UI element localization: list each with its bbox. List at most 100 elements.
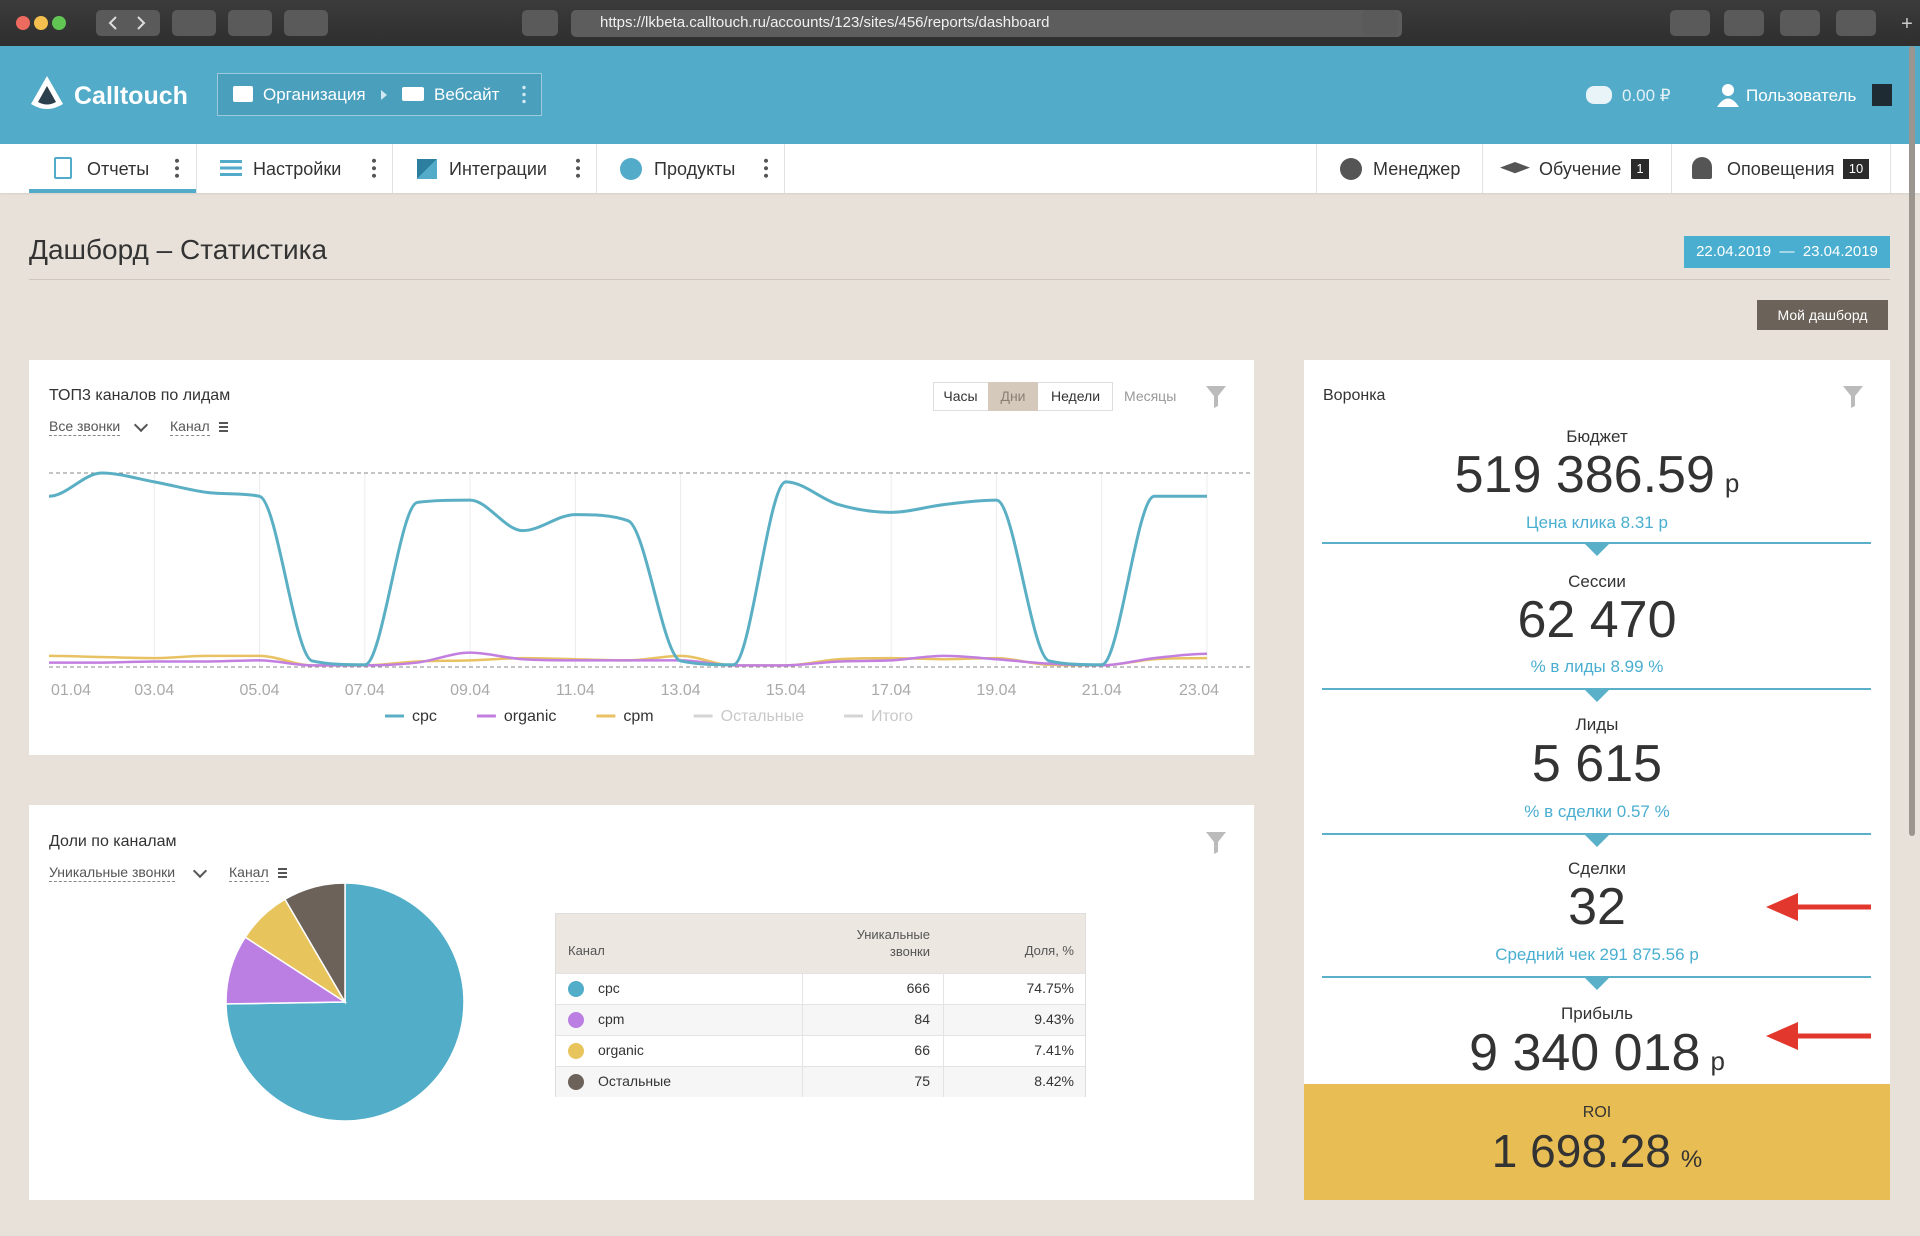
share-button[interactable]: [1780, 10, 1820, 36]
logout-button[interactable]: [1872, 84, 1892, 106]
breadcrumb-menu[interactable]: [522, 84, 526, 106]
org-icon: [233, 86, 253, 102]
funnel-pointer: [1585, 544, 1609, 556]
user-name[interactable]: Пользователь: [1746, 86, 1857, 105]
value: 32: [1568, 877, 1626, 936]
color-dot: [568, 981, 584, 997]
period-button[interactable]: Дни: [988, 382, 1038, 411]
user-icon: [1717, 84, 1739, 107]
logo-text[interactable]: Calltouch: [74, 82, 188, 110]
cloud-button[interactable]: [284, 10, 328, 36]
reports-icon: [54, 157, 72, 179]
period-button[interactable]: Месяцы: [1124, 388, 1177, 404]
sidebar-button[interactable]: [172, 10, 216, 36]
funnel-filter-icon[interactable]: [1843, 386, 1863, 408]
new-tab[interactable]: +: [1901, 13, 1913, 35]
table-header-cell: Доля, %: [1024, 943, 1074, 958]
metric-value: 9 340 018 р: [1304, 1022, 1890, 1097]
url-bar[interactable]: [571, 10, 1402, 37]
roi-label: ROI: [1582, 1104, 1612, 1121]
nav-menu[interactable]: [175, 157, 179, 179]
nav-item[interactable]: Оповещения: [1727, 159, 1835, 179]
balance[interactable]: 0.00 ₽: [1622, 86, 1671, 105]
browser-controls: +: [16, 10, 1913, 37]
nav-item[interactable]: Интеграции: [449, 159, 547, 179]
nav-item[interactable]: Менеджер: [1373, 159, 1461, 179]
tabs-button[interactable]: [1836, 10, 1876, 36]
funnel-filter-icon[interactable]: [1206, 832, 1226, 854]
education-icon: [1500, 162, 1530, 174]
annotation-arrows: [1766, 893, 1871, 1050]
table-row: [556, 1066, 1085, 1097]
cell-divider: [943, 1066, 944, 1097]
history-button[interactable]: [228, 10, 272, 36]
cell-divider: [802, 1004, 803, 1035]
filter[interactable]: Все звонки: [49, 418, 121, 436]
value: 519 386.59: [1454, 445, 1715, 504]
url-text: https://lkbeta.calltouch.ru/accounts/123…: [600, 14, 1050, 31]
reader-button[interactable]: [1362, 10, 1398, 36]
funnel-divider: [1322, 976, 1871, 978]
period-button[interactable]: Недели: [1050, 388, 1101, 404]
nav-item[interactable]: Отчеты: [87, 159, 150, 179]
page-title: Дашборд – Статистика: [29, 234, 328, 265]
nav-separator: [196, 144, 197, 193]
breadcrumb-org[interactable]: Организация: [263, 85, 366, 104]
privacy-button[interactable]: [522, 10, 558, 36]
nav-menu[interactable]: [764, 157, 768, 179]
metric-value: 1 698.28%: [1304, 1124, 1890, 1190]
funnel-filter-icon[interactable]: [1206, 386, 1226, 408]
metric-value: 5 615: [1304, 733, 1890, 808]
nav-item[interactable]: Обучение: [1539, 159, 1622, 179]
active-tab-underline: [29, 189, 196, 193]
nav-separator: [392, 144, 393, 193]
filter[interactable]: Канал: [170, 418, 210, 436]
funnel-pointer: [1585, 835, 1609, 847]
value: 5 615: [1531, 734, 1663, 793]
roi-box: [1304, 1084, 1890, 1200]
minimize-button[interactable]: [34, 16, 48, 30]
nav-separator: [1890, 144, 1891, 193]
period-button[interactable]: Часы: [943, 388, 978, 404]
metric-note: Цена клика 8.31 р: [1526, 513, 1668, 532]
info-button[interactable]: [1724, 10, 1764, 36]
filter[interactable]: Канал: [229, 864, 269, 882]
nav-bar: [0, 144, 1920, 193]
share-cell: 8.42%: [1034, 1073, 1074, 1089]
table-row: [556, 1004, 1085, 1035]
value: 1 698.28: [1491, 1125, 1671, 1178]
date-range[interactable]: 22.04.2019 — 23.04.2019: [1684, 236, 1890, 268]
share-cell: 7.41%: [1034, 1042, 1074, 1058]
badge: 1: [1631, 159, 1649, 179]
nav-item[interactable]: Продукты: [654, 159, 736, 179]
metric-value: 519 386.59 р: [1304, 444, 1890, 519]
back-forward[interactable]: [96, 10, 160, 36]
line-chart-panel: [29, 360, 1254, 755]
nav-separator: [1671, 144, 1672, 193]
cell-divider: [802, 973, 803, 1004]
table-row: [556, 1035, 1085, 1066]
channel-name: cpc: [598, 980, 620, 996]
bell-icon: [1692, 157, 1712, 179]
nav-menu[interactable]: [372, 157, 376, 179]
download-button[interactable]: [1670, 10, 1710, 36]
funnel-divider: [1322, 688, 1871, 690]
nav-item[interactable]: Настройки: [253, 159, 342, 179]
close-button[interactable]: [16, 16, 30, 30]
my-dashboard-button[interactable]: Мой дашборд: [1757, 300, 1888, 330]
scrollbar[interactable]: [1909, 46, 1915, 836]
count-cell: 84: [914, 1011, 930, 1027]
metric-label: Прибыль: [1561, 1004, 1633, 1023]
settings-icon: [220, 160, 242, 176]
color-dot: [568, 1012, 584, 1028]
zoom-button[interactable]: [52, 16, 66, 30]
breadcrumb-site[interactable]: Вебсайт: [434, 85, 500, 104]
filter[interactable]: Уникальные звонки: [49, 864, 176, 882]
arrows-icon: [108, 16, 146, 30]
funnel-divider: [1322, 833, 1871, 835]
nav-menu[interactable]: [576, 157, 580, 179]
table-header: [556, 914, 1085, 973]
funnel-pointer: [1585, 690, 1609, 702]
integrations-icon: [417, 159, 437, 179]
count-cell: 666: [906, 980, 930, 996]
